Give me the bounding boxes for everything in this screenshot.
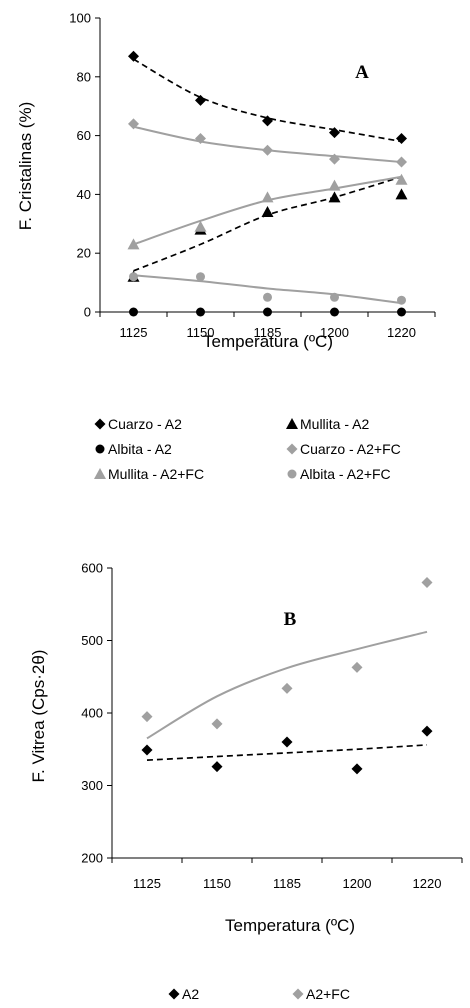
chart-b-legend: A2 A2+FC xyxy=(168,986,350,1002)
chart-b: 200 300 400 500 600 1125 1150 1185 1200 1220 B Te… xyxy=(29,561,463,1002)
chart-a-legend-marker-1 xyxy=(286,418,298,429)
chart-b-x-tick-label: 1150 xyxy=(203,876,231,891)
chart-a-trendline-2 xyxy=(133,125,402,164)
chart-a-x-tick-label: 1200 xyxy=(320,325,349,340)
chart-a-x-tick-label: 1220 xyxy=(387,325,416,340)
chart-a-legend-marker-2 xyxy=(95,444,105,454)
chart-a-series-0-point xyxy=(329,127,340,139)
chart-a-y-axis-label: F. Cristalinas (%) xyxy=(16,102,35,230)
chart-a-series-5-point xyxy=(330,292,339,302)
chart-a-series-5-point xyxy=(196,272,205,282)
chart-a-series-3-point xyxy=(396,156,407,168)
chart-b-series-0-point xyxy=(351,763,363,775)
chart-a-series-3-point xyxy=(329,153,340,165)
chart-a-y-tick-label: 100 xyxy=(69,11,91,26)
chart-a-series-0-point xyxy=(195,94,206,106)
chart-a-x-axis-label: Temperatura (ºC) xyxy=(203,332,333,351)
chart-a-series-0-point xyxy=(396,133,407,145)
chart-a-y-tick-label: 0 xyxy=(84,305,91,320)
chart-a-series-0-point xyxy=(262,115,273,127)
chart-a: 0 20 40 60 80 100 1125 1150 1185 1200 1220 A Tempe… xyxy=(16,11,436,482)
chart-b-y-axis-label: F. Vitrea (Cps·2θ) xyxy=(29,650,48,783)
chart-b-series-0-point xyxy=(281,736,293,748)
chart-a-y-tick-label: 20 xyxy=(77,246,91,261)
chart-a-series-2-point xyxy=(196,307,205,317)
chart-b-trendlines xyxy=(146,630,428,761)
chart-b-x-tick-label: 1185 xyxy=(273,876,301,891)
chart-a-series-1-point xyxy=(328,191,341,203)
chart-a-legend: Cuarzo - A2 Mullita - A2 Albita - A2 Cuarzo… xyxy=(94,416,401,482)
chart-a-y-tick-label: 80 xyxy=(77,69,91,84)
chart-b-series-0-point xyxy=(421,725,433,737)
chart-a-legend-marker-0 xyxy=(94,418,106,430)
chart-a-trendline-4 xyxy=(133,274,402,305)
chart-b-legend-marker-1 xyxy=(292,988,304,1000)
chart-a-trendline-0 xyxy=(133,58,402,143)
chart-b-x-tick-label: 1220 xyxy=(413,876,442,891)
chart-a-legend-label-0: Cuarzo - A2 xyxy=(108,416,182,432)
chart-a-x-tick-label: 1150 xyxy=(187,325,215,340)
chart-a-series-1-point xyxy=(395,188,408,200)
chart-a-x-tick-label: 1185 xyxy=(254,325,282,340)
chart-a-series-1-point xyxy=(261,206,274,218)
chart-a-legend-label-1: Mullita - A2 xyxy=(300,416,369,432)
chart-a-legend-label-2: Albita - A2 xyxy=(108,441,172,457)
chart-a-axes: 0 20 40 60 80 100 1125 1150 1185 1200 1220 xyxy=(69,11,436,340)
chart-b-legend-label-0: A2 xyxy=(182,986,199,1002)
chart-b-series-0-point xyxy=(211,761,223,773)
chart-a-legend-label-5: Albita - A2+FC xyxy=(300,466,391,482)
chart-a-series-2-point xyxy=(330,307,339,317)
chart-a-legend-marker-3 xyxy=(286,443,298,455)
chart-b-series-1-point xyxy=(421,577,433,588)
chart-a-series-5-point xyxy=(397,295,406,305)
chart-b-series-0-point xyxy=(141,744,153,756)
chart-a-y-tick-label: 40 xyxy=(77,187,91,202)
chart-b-y-tick-label: 400 xyxy=(81,706,103,721)
chart-b-series-1-point xyxy=(141,711,153,723)
chart-b-x-tick-label: 1200 xyxy=(343,876,372,891)
chart-a-legend-marker-5 xyxy=(287,469,297,479)
chart-a-series-4-point xyxy=(127,238,140,250)
chart-b-legend-marker-0 xyxy=(168,988,180,1000)
chart-b-trendline-1 xyxy=(146,630,428,740)
chart-b-series-1-point xyxy=(281,682,293,694)
chart-a-series-2-point xyxy=(263,307,272,317)
chart-b-legend-label-1: A2+FC xyxy=(306,986,350,1002)
chart-a-series-4-point xyxy=(395,173,408,185)
chart-b-series-1-point xyxy=(351,661,363,673)
chart-a-x-tick-label: 1125 xyxy=(120,325,148,340)
chart-a-series-4-point xyxy=(194,220,207,232)
chart-b-x-tick-label: 1125 xyxy=(133,876,161,891)
chart-a-series-2-point xyxy=(397,307,406,317)
chart-a-legend-label-4: Mullita - A2+FC xyxy=(108,466,204,482)
chart-a-series-3-point xyxy=(195,133,206,145)
chart-b-panel-label: B xyxy=(284,609,297,630)
chart-b-axes: 200 300 400 500 600 1125 1150 1185 1200 1220 xyxy=(81,561,463,891)
chart-a-series-0-point xyxy=(128,50,139,62)
chart-a-series-4-point xyxy=(328,179,341,191)
chart-a-markers xyxy=(127,50,408,317)
chart-b-y-tick-label: 600 xyxy=(81,561,103,576)
chart-a-panel-label: A xyxy=(355,62,369,83)
chart-a-legend-label-3: Cuarzo - A2+FC xyxy=(300,441,401,457)
chart-a-legend-marker-4 xyxy=(94,468,106,479)
chart-b-markers xyxy=(141,577,433,775)
chart-b-y-tick-label: 300 xyxy=(81,778,103,793)
chart-a-trendlines xyxy=(133,58,402,305)
chart-a-series-3-point xyxy=(262,144,273,156)
chart-a-series-5-point xyxy=(263,292,272,302)
chart-a-series-3-point xyxy=(128,118,139,130)
chart-b-y-tick-label: 500 xyxy=(81,633,103,648)
chart-a-series-2-point xyxy=(129,307,138,317)
chart-a-series-4-point xyxy=(261,191,274,203)
chart-a-trendline-1 xyxy=(133,175,402,272)
chart-b-y-tick-label: 200 xyxy=(81,851,103,866)
chart-a-series-5-point xyxy=(129,272,138,282)
chart-b-x-axis-label: Temperatura (ºC) xyxy=(225,916,355,935)
chart-b-series-1-point xyxy=(211,718,223,730)
chart-b-trendline-0 xyxy=(146,744,428,761)
chart-a-y-tick-label: 60 xyxy=(77,128,91,143)
